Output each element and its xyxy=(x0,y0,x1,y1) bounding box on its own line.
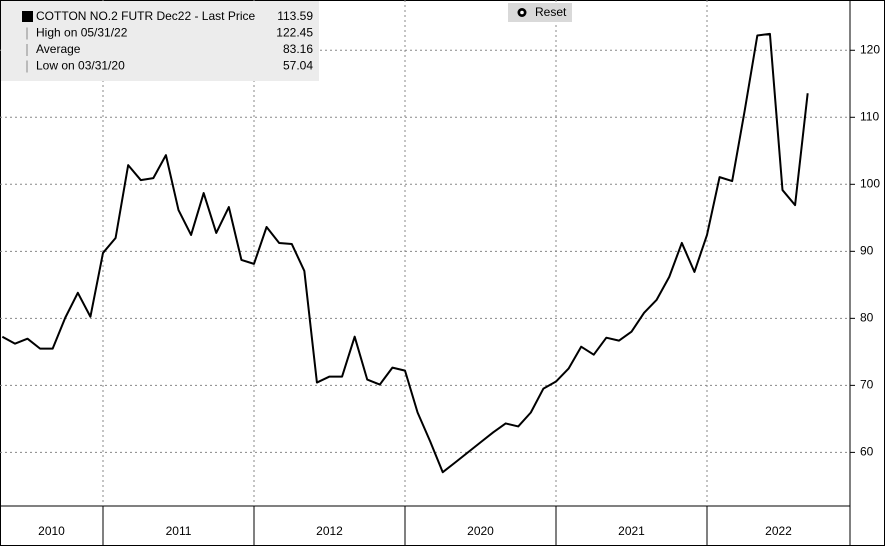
x-tick-label: 2021 xyxy=(618,524,645,538)
reset-icon-dot xyxy=(520,10,524,15)
reset-label[interactable]: Reset xyxy=(535,5,567,19)
x-tick-label: 2020 xyxy=(467,524,494,538)
legend-label: Low on 03/31/20 xyxy=(36,59,125,73)
reset-bg[interactable] xyxy=(508,3,572,22)
y-tick-label: 60 xyxy=(860,445,874,459)
y-tick-label: 100 xyxy=(860,176,880,190)
legend-label: Average xyxy=(36,42,81,56)
y-tick-label: 110 xyxy=(860,109,879,123)
legend-box xyxy=(1,1,319,81)
legend-value: 83.16 xyxy=(283,42,313,56)
legend-value: 113.59 xyxy=(277,9,313,23)
reset-button[interactable]: Reset xyxy=(508,3,572,22)
legend-label: COTTON NO.2 FUTR Dec22 - Last Price xyxy=(36,9,255,23)
series xyxy=(1,32,809,474)
price-line xyxy=(1,32,809,474)
x-tick-label: 2011 xyxy=(166,524,192,538)
legend-value: 122.45 xyxy=(276,26,313,40)
legend: COTTON NO.2 FUTR Dec22 - Last Price 113.5… xyxy=(1,1,319,81)
x-tick-label: 2022 xyxy=(765,524,792,538)
y-tick-label: 120 xyxy=(860,42,880,56)
x-tick-label: 2012 xyxy=(316,524,343,538)
y-tick-label: 80 xyxy=(860,311,874,325)
legend-swatch xyxy=(22,11,33,22)
y-tick-label: 70 xyxy=(860,378,874,392)
y-tick-label: 90 xyxy=(860,243,874,257)
x-tick-label: 2010 xyxy=(38,524,65,538)
legend-value: 57.04 xyxy=(283,59,313,73)
legend-label: High on 05/31/22 xyxy=(36,26,128,40)
